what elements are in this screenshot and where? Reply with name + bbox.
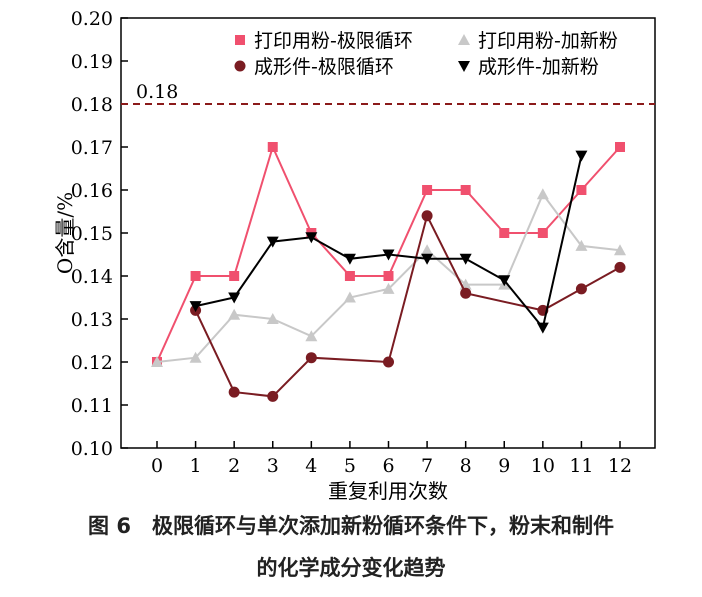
data-point-square	[229, 271, 240, 281]
data-point-triangle-up	[151, 356, 163, 367]
data-point-triangle-up	[305, 330, 318, 342]
data-point-triangle-down	[536, 322, 549, 334]
data-point-triangle-up	[575, 239, 588, 251]
data-point-triangle-down	[228, 292, 241, 304]
y-axis-label: O含量/%	[53, 192, 77, 274]
data-point-triangle-up	[382, 282, 395, 294]
data-point-square	[235, 35, 245, 45]
data-point-triangle-down	[459, 253, 472, 265]
data-point-square	[537, 228, 548, 238]
y-tick-label: 0.14	[71, 266, 113, 288]
data-point-circle	[421, 210, 433, 222]
caption-line-1: 图 6 极限循环与单次添加新粉循环条件下，粉末和制件	[88, 514, 614, 538]
data-point-circle	[614, 261, 626, 273]
data-point-circle	[267, 390, 279, 402]
data-point-triangle-down	[266, 236, 279, 248]
x-tick-label: 10	[531, 455, 555, 477]
data-point-triangle-up	[343, 291, 356, 303]
data-point-triangle-up	[266, 313, 279, 324]
y-tick-label: 0.11	[71, 395, 113, 417]
data-point-circle	[383, 356, 394, 368]
data-point-triangle-up	[189, 351, 202, 363]
data-point-square	[267, 142, 278, 152]
x-tick-label: 11	[569, 455, 593, 477]
y-tick-label: 0.18	[71, 94, 113, 116]
x-tick-label: 3	[267, 455, 279, 477]
data-point-triangle-down	[189, 301, 202, 313]
data-point-triangle-up	[614, 244, 626, 256]
series-line-2	[194, 212, 621, 398]
data-point-triangle-down	[305, 232, 318, 244]
data-point-triangle-down	[458, 61, 470, 72]
legend-label-3: 成形件-加新粉	[478, 56, 599, 78]
y-tick-label: 0.12	[71, 352, 113, 374]
y-tick-label: 0.20	[71, 8, 113, 30]
legend-label-0: 打印用粉-极限循环	[254, 30, 413, 52]
data-point-square	[499, 228, 510, 238]
line-chart: 0.10 0.11 0.12 0.13 0.14 0.15 0.16 0.17 0.18 0.19…	[53, 8, 656, 503]
y-tick-label: 0.19	[71, 51, 113, 73]
x-tick-label: 2	[228, 455, 240, 477]
y-tick-label: 0.16	[71, 180, 113, 202]
y-tick-label: 0.13	[71, 309, 113, 331]
data-point-circle	[575, 283, 587, 295]
data-point-triangle-down	[575, 150, 588, 162]
data-point-square	[615, 142, 625, 152]
reference-line-label: 0.18	[136, 81, 178, 103]
data-point-triangle-down	[382, 249, 395, 261]
legend-label-1: 打印用粉-加新粉	[478, 30, 618, 52]
data-point-circle	[234, 60, 246, 72]
y-tick-label: 0.15	[71, 223, 113, 245]
data-point-square	[190, 271, 201, 281]
x-axis-label: 重复利用次数	[328, 479, 448, 503]
y-tick-label: 0.10	[71, 438, 113, 460]
x-tick-label: 5	[344, 455, 356, 477]
legend-label-2: 成形件-极限循环	[254, 56, 394, 78]
data-point-triangle-down	[421, 253, 434, 265]
data-point-square	[460, 185, 471, 195]
data-point-circle	[460, 287, 472, 299]
x-tick-label: 1	[190, 455, 202, 477]
plot-frame	[120, 17, 656, 449]
x-tick-label: 12	[608, 455, 632, 477]
data-point-triangle-up	[458, 34, 470, 45]
data-point-square	[344, 271, 355, 281]
x-tick-label: 4	[305, 455, 317, 477]
x-tick-label: 8	[460, 455, 472, 477]
data-point-circle	[228, 386, 240, 398]
data-point-triangle-down	[498, 275, 511, 287]
x-tick-label: 0	[151, 455, 163, 477]
data-point-triangle-up	[421, 244, 434, 256]
data-point-triangle-up	[536, 188, 549, 200]
x-tick-label: 9	[498, 455, 510, 477]
data-point-square	[576, 185, 587, 195]
data-point-triangle-down	[343, 253, 356, 265]
data-point-circle	[305, 352, 317, 364]
x-tick-label: 6	[382, 455, 394, 477]
y-tick-label: 0.17	[71, 137, 113, 159]
data-point-square	[383, 271, 394, 281]
data-point-triangle-up	[228, 308, 241, 320]
x-tick-label: 7	[421, 455, 433, 477]
caption-line-2: 的化学成分变化趋势	[256, 556, 446, 580]
data-point-square	[422, 185, 433, 195]
